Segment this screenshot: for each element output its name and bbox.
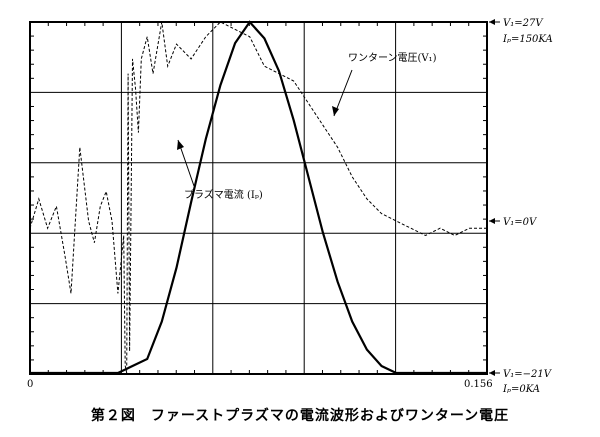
label-vzero: V₁=0V [503, 217, 538, 228]
grid [30, 22, 487, 374]
label-vmin: V₁=−21V [503, 369, 553, 380]
plasma-current-arrowhead [177, 140, 184, 150]
label-ipzero: Iₚ=0KA [502, 384, 540, 395]
x-tick-label-start: 0 [27, 379, 33, 390]
label-vmax: V₁=27V [503, 18, 544, 29]
label-ipmax: Iₚ=150KA [502, 34, 553, 45]
figure-caption: 第２図 ファーストプラズマの電流波形およびワンターン電圧 [90, 408, 510, 424]
loop-voltage-annotation: ワンターン電圧(V₁) [348, 52, 437, 64]
plasma-current-annotation: プラズマ電流 (Iₚ) [184, 188, 263, 201]
loop-voltage-arrowhead [332, 106, 339, 116]
x-tick-label-end: 0.156 [464, 379, 493, 390]
right-axis-markers [489, 19, 500, 376]
plot-frame [29, 21, 488, 375]
series-line-plasma-current [30, 20, 487, 375]
series-line-loop-voltage [29, 21, 487, 374]
